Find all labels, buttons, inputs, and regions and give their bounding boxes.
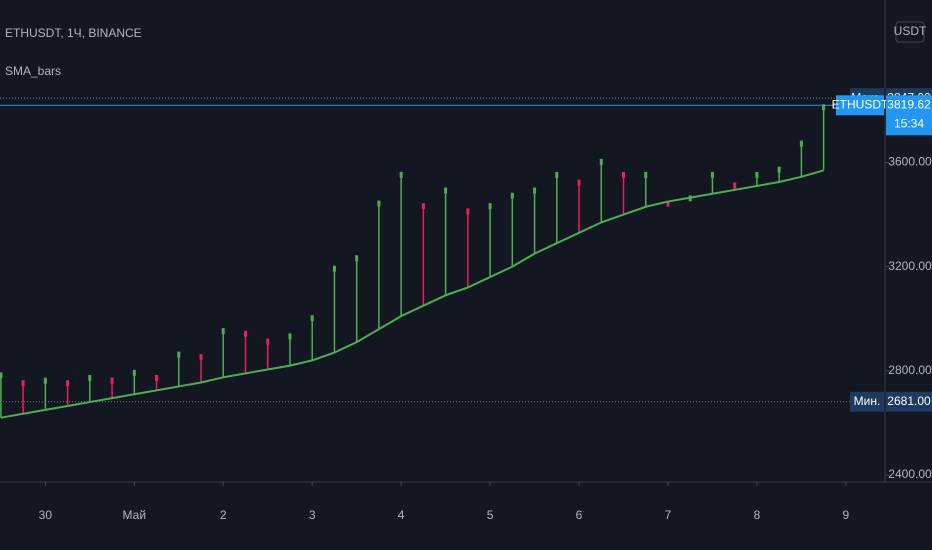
currency: USDT (894, 24, 927, 38)
x-tick-label: 6 (576, 508, 583, 522)
bar-head (132, 369, 136, 376)
x-tick-label: Май (123, 508, 147, 522)
x-tick-label: 30 (39, 508, 53, 522)
bar-head (644, 171, 648, 178)
bar-head (533, 187, 537, 194)
bar-head (777, 166, 781, 173)
sma-line (0, 169, 824, 419)
x-tick-label: 2 (220, 508, 227, 522)
bar-head (310, 315, 314, 322)
bar-head (444, 187, 448, 194)
bar-head (21, 380, 25, 387)
x-tick-label: 4 (398, 508, 405, 522)
bar-head (622, 171, 626, 178)
bar-head (88, 375, 92, 382)
y-tick-label: 2800.00 (888, 363, 932, 377)
bar-head (599, 158, 603, 165)
x-tick-label: 3 (309, 508, 316, 522)
bar-head (377, 200, 381, 207)
x-tick-label: 7 (665, 508, 672, 522)
x-tick-label: 9 (843, 508, 850, 522)
indicator-name: SMA_bars (5, 64, 61, 78)
bar-head (755, 171, 759, 178)
bar-head (577, 179, 581, 186)
x-tick-label: 8 (754, 508, 761, 522)
y-tick-label: 3200.00 (888, 259, 932, 273)
bar-head (399, 171, 403, 178)
label-box (836, 95, 884, 116)
bar-head (355, 255, 359, 262)
countdown: 15:34 (894, 116, 924, 130)
bar-head (666, 200, 670, 207)
bar-head (421, 203, 425, 210)
bar-head (288, 333, 292, 340)
value-box (886, 95, 932, 136)
label-value: 2681.00 (887, 394, 931, 408)
currency-box[interactable] (895, 21, 925, 43)
chart-title: ETHUSDT, 1Ч, BINANCE (5, 26, 142, 40)
label-name: Мин. (854, 394, 881, 408)
bar-head (466, 208, 470, 215)
bar-head (155, 375, 159, 382)
label-box (850, 391, 884, 412)
bar-head (822, 104, 826, 111)
bar-head (221, 328, 225, 335)
bar-head (243, 330, 247, 337)
bar-head (199, 354, 203, 361)
y-tick-label: 2400.00 (888, 467, 932, 481)
bar-head (266, 338, 270, 345)
x-tick-label: 5 (487, 508, 494, 522)
bar-head (510, 192, 514, 199)
bar-head (66, 380, 70, 387)
bar-head (0, 372, 3, 379)
bar-head (332, 265, 336, 272)
bar-head (710, 171, 714, 178)
bar-head (799, 140, 803, 147)
label-value: 3819.62 (887, 97, 931, 111)
bar-head (43, 377, 47, 384)
bar-head (177, 351, 181, 358)
bar-head (733, 182, 737, 189)
label-name: ETHUSDT (832, 97, 889, 111)
bar-head (110, 377, 114, 384)
bar-head (555, 171, 559, 178)
value-box (886, 391, 932, 412)
y-tick-label: 3600.00 (888, 155, 932, 169)
bar-head (488, 203, 492, 210)
